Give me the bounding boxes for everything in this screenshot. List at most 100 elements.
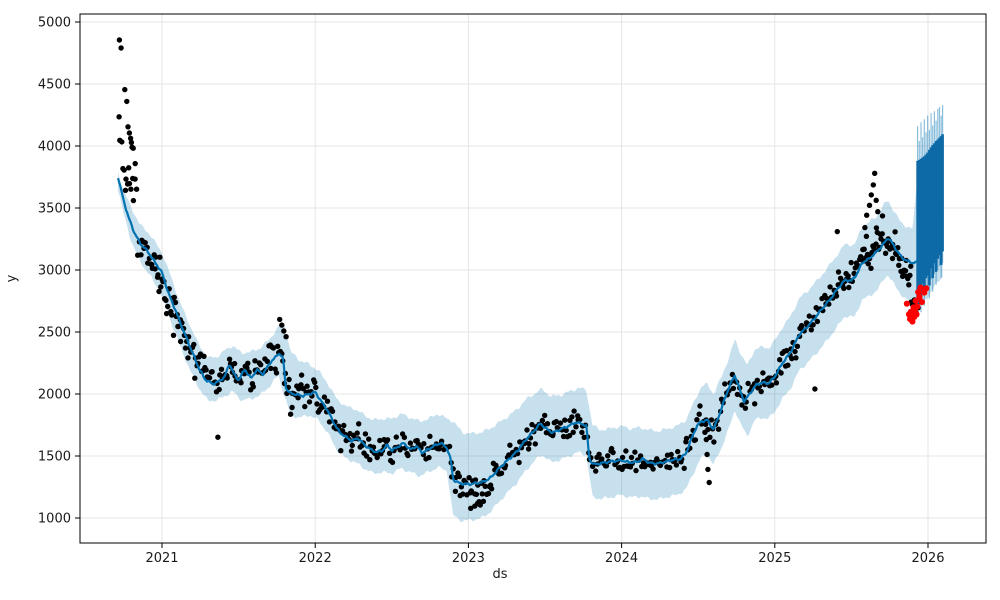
observed-point — [172, 299, 179, 306]
observed-point — [119, 139, 125, 145]
observed-point — [302, 403, 308, 410]
observed-point — [349, 442, 355, 449]
anomaly-points — [903, 284, 930, 325]
observed-point — [485, 490, 492, 497]
observed-point — [603, 463, 610, 469]
observed-outlier-point — [477, 502, 483, 508]
observed-point — [835, 269, 842, 275]
y-tick-label: 1500 — [38, 450, 71, 465]
observed-point — [739, 402, 745, 408]
y-tick-label: 5000 — [38, 16, 71, 31]
observed-point — [126, 180, 133, 187]
observed-point — [810, 322, 816, 328]
observed-point — [711, 439, 717, 445]
observed-point — [238, 380, 244, 386]
observed-point — [814, 318, 821, 325]
observed-point — [488, 486, 495, 492]
observed-point — [798, 322, 805, 329]
observed-point — [879, 231, 885, 237]
observed-point — [610, 449, 616, 456]
observed-outlier-point — [704, 451, 710, 458]
observed-point — [218, 366, 225, 372]
observed-point — [192, 375, 198, 381]
observed-point — [837, 275, 844, 281]
anomaly-point — [923, 285, 930, 292]
observed-point — [362, 431, 369, 437]
observed-point — [338, 448, 344, 454]
observed-point — [623, 448, 629, 454]
observed-point — [633, 467, 639, 474]
observed-point — [313, 384, 319, 391]
observed-point — [354, 430, 360, 436]
observed-point — [715, 426, 722, 432]
anomaly-point — [914, 303, 921, 310]
x-tick-label: 2023 — [452, 551, 485, 566]
observed-point — [224, 375, 230, 381]
observed-point — [846, 284, 852, 291]
observed-point — [268, 365, 274, 372]
observed-point — [516, 459, 522, 466]
uncertainty-band — [118, 134, 943, 523]
observed-point — [206, 375, 213, 381]
observed-point — [498, 470, 505, 476]
grid — [80, 14, 986, 543]
observed-point — [201, 353, 207, 359]
observed-point — [157, 254, 163, 260]
observed-point — [142, 240, 148, 246]
observed-point — [570, 429, 576, 435]
observed-outlier-point — [215, 434, 221, 440]
x-tick-label: 2025 — [758, 551, 791, 566]
anomaly-point — [913, 311, 920, 318]
plot-area — [116, 37, 944, 523]
observed-point — [216, 386, 222, 393]
observed-point — [908, 263, 914, 269]
observed-point — [138, 252, 144, 258]
observed-point — [777, 357, 783, 363]
observed-point — [421, 441, 427, 447]
observed-point — [566, 432, 573, 439]
observed-outlier-point — [862, 224, 868, 231]
observed-point — [879, 213, 886, 219]
x-tick-label: 2026 — [911, 551, 944, 566]
observed-point — [808, 327, 814, 333]
observed-point — [300, 386, 306, 392]
observed-point — [806, 313, 812, 319]
observed-point — [705, 426, 711, 433]
observed-outlier-point — [872, 170, 878, 176]
observed-point — [329, 408, 336, 414]
observed-point — [304, 383, 310, 389]
observed-outlier-point — [122, 86, 128, 93]
observed-point — [532, 441, 538, 447]
observed-point — [133, 186, 140, 192]
observed-point — [563, 427, 569, 434]
observed-point — [694, 417, 700, 423]
observed-point — [401, 434, 408, 441]
observed-point — [456, 473, 463, 480]
observed-outlier-point — [866, 202, 873, 208]
observed-point — [452, 488, 459, 494]
observed-point — [273, 370, 280, 376]
observed-point — [863, 233, 870, 239]
anomaly-point — [903, 300, 911, 307]
observed-point — [778, 370, 784, 376]
y-tick-label: 2500 — [38, 326, 71, 341]
observed-point — [270, 345, 277, 351]
observed-point — [163, 297, 169, 303]
observed-outlier-point — [279, 322, 285, 328]
observed-outlier-point — [127, 135, 134, 141]
y-tick-label: 4000 — [38, 140, 71, 155]
observed-point — [754, 377, 760, 383]
observed-outlier-point — [480, 498, 487, 504]
observed-point — [673, 462, 680, 468]
forecast-block — [916, 134, 944, 308]
observed-point — [171, 294, 177, 301]
observed-point — [907, 272, 913, 278]
observed-point — [667, 464, 673, 471]
observed-point — [722, 381, 728, 387]
y-axis-label: y — [4, 274, 20, 283]
observed-point — [155, 272, 161, 278]
observed-point — [792, 348, 798, 355]
observed-point — [675, 448, 681, 455]
observed-point — [482, 483, 488, 489]
